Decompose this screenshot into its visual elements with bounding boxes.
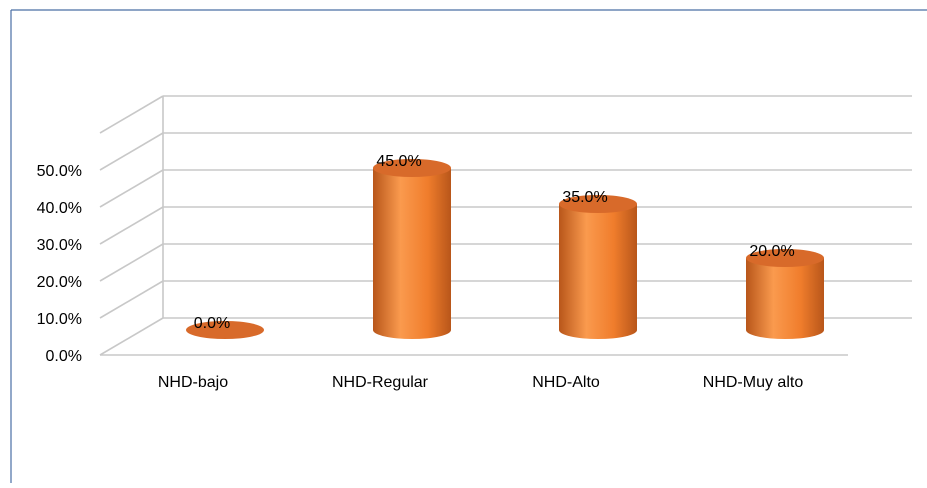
x-tick-label: NHD-Muy alto [703,374,804,391]
x-tick-label: NHD-bajo [158,374,228,391]
bar [559,195,637,339]
gridline [99,95,912,134]
y-tick-label: 10.0% [37,311,82,328]
bar [746,249,824,339]
y-tick-label: 50.0% [37,163,82,180]
gridline [99,206,912,245]
y-axis-ticks: 0.0% 10.0% 20.0% 30.0% 40.0% 50.0% [37,163,82,365]
gridline [99,132,912,171]
y-tick-label: 20.0% [37,274,82,291]
x-tick-label: NHD-Regular [332,374,429,391]
bar [373,159,451,339]
y-tick-label: 40.0% [37,200,82,217]
bars: 0.0% 45.0% 35.0% 20.0% [186,153,824,339]
gridlines [99,95,912,356]
x-axis-ticks: NHD-bajo NHD-Regular NHD-Alto NHD-Muy alto [158,374,803,391]
gridline [99,169,912,208]
y-tick-label: 0.0% [46,348,82,365]
data-label: 45.0% [376,153,421,170]
data-label: 20.0% [749,243,794,260]
y-tick-label: 30.0% [37,237,82,254]
bar [186,321,264,339]
data-label: 0.0% [194,315,230,332]
data-label: 35.0% [562,189,607,206]
x-tick-label: NHD-Alto [532,374,600,391]
gridline [99,243,912,282]
chart-border [10,9,927,483]
